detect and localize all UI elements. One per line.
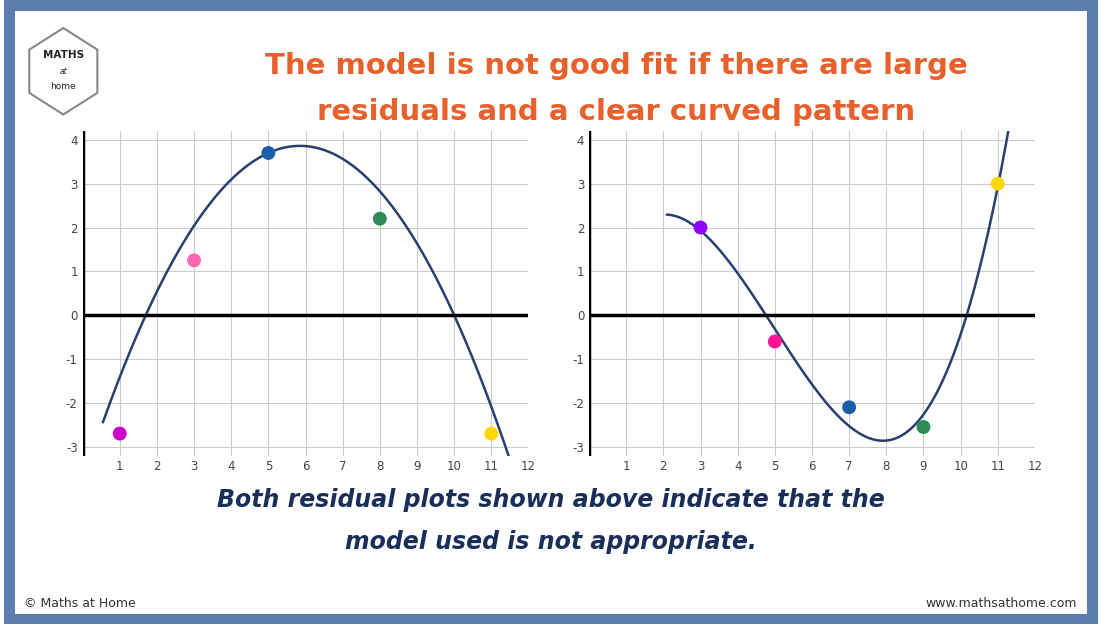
Text: MATHS: MATHS bbox=[43, 50, 84, 60]
Point bbox=[766, 336, 784, 346]
Point bbox=[371, 214, 389, 224]
Point bbox=[111, 429, 129, 439]
Point bbox=[691, 223, 709, 233]
Text: www.mathsathome.com: www.mathsathome.com bbox=[925, 597, 1077, 610]
Point bbox=[840, 402, 858, 412]
Text: The model is not good fit if there are large: The model is not good fit if there are l… bbox=[265, 52, 968, 79]
Point bbox=[915, 422, 933, 432]
Text: Both residual plots shown above indicate that the
model used is not appropriate.: Both residual plots shown above indicate… bbox=[217, 489, 884, 553]
Text: residuals and a clear curved pattern: residuals and a clear curved pattern bbox=[317, 99, 916, 126]
Point bbox=[185, 255, 203, 265]
Point bbox=[989, 178, 1006, 188]
Polygon shape bbox=[30, 28, 97, 115]
Text: home: home bbox=[51, 82, 76, 91]
Text: at: at bbox=[59, 67, 67, 76]
Text: © Maths at Home: © Maths at Home bbox=[24, 597, 135, 610]
Point bbox=[260, 148, 277, 158]
Point bbox=[482, 429, 500, 439]
